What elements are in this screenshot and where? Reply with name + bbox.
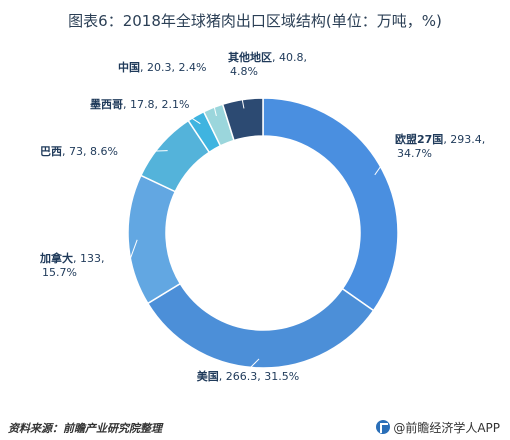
leader-line-6 — [239, 87, 245, 109]
slice-label-5: 中国, 20.3, 2.4% — [118, 60, 206, 74]
leader-lines — [127, 67, 393, 369]
footer: 资料来源：前瞻产业研究院整理 @前瞻经济学人APP — [0, 416, 510, 440]
slice-percent-2: 15.7% — [42, 266, 77, 279]
slice-value-6: , 40.8, — [272, 51, 307, 64]
slice-name-5: 中国 — [118, 60, 140, 74]
slice-0 — [262, 97, 399, 312]
slice-name-0: 欧盟27国 — [395, 132, 443, 146]
slice-name-1: 美国 — [197, 369, 219, 383]
slice-6 — [221, 97, 264, 142]
slice-label-1: 美国, 266.3, 31.5% — [197, 369, 299, 383]
slice-value-5: , 20.3, 2.4% — [140, 61, 206, 74]
brand-logo-icon — [376, 420, 391, 434]
slices — [127, 97, 399, 369]
slice-label-6: 其他地区, 40.8, — [228, 50, 307, 64]
slice-name-3: 巴西 — [40, 145, 62, 158]
brand-text: @前瞻经济学人APP — [393, 421, 500, 435]
slice-value-2: , 133, — [73, 252, 105, 265]
slice-label-3: 巴西, 73, 8.6% — [40, 145, 118, 158]
slice-name-4: 墨西哥 — [90, 98, 123, 111]
slice-label-4: 墨西哥, 17.8, 2.1% — [90, 98, 189, 111]
slice-label-0: 欧盟27国, 293.4, — [395, 132, 485, 146]
slice-value-4: , 17.8, 2.1% — [123, 98, 189, 111]
leader-line-4 — [169, 103, 201, 125]
slice-name-6: 其他地区 — [228, 50, 272, 64]
source-note: 资料来源：前瞻产业研究院整理 — [8, 422, 162, 435]
slice-2 — [127, 174, 182, 305]
slice-label-2: 加拿大, 133, — [39, 251, 105, 265]
slice-value-1: , 266.3, 31.5% — [219, 370, 299, 383]
chart-title: 图表6：2018年全球猪肉出口区域结构(单位：万吨，%) — [68, 12, 442, 30]
brand: @前瞻经济学人APP — [376, 419, 500, 436]
leader-line-1 — [249, 358, 260, 369]
leader-line-3 — [127, 150, 168, 153]
slice-1 — [146, 282, 375, 369]
leader-line-0 — [374, 149, 393, 176]
slice-percent-6: 4.8% — [230, 65, 258, 78]
leader-line-5 — [204, 67, 217, 117]
slice-value-0: , 293.4, — [443, 133, 485, 146]
slice-percent-0: 34.7% — [397, 147, 432, 160]
slice-labels: 欧盟27国, 293.4,34.7%美国, 266.3, 31.5%加拿大, 1… — [39, 50, 485, 383]
slice-value-3: , 73, 8.6% — [62, 145, 118, 158]
slice-name-2: 加拿大 — [39, 251, 73, 265]
leader-line-2 — [127, 239, 138, 266]
